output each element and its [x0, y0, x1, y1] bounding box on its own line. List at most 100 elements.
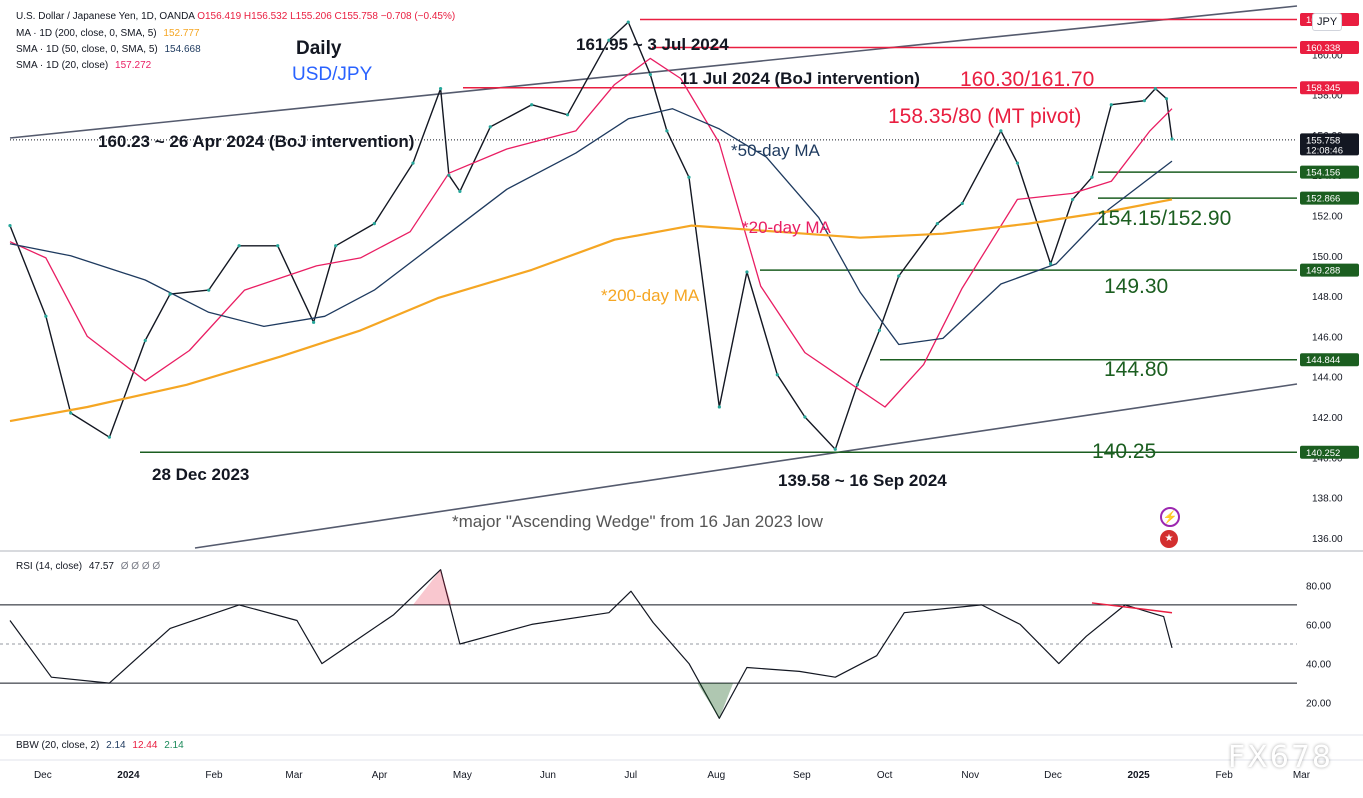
annotation-mt-pivot: 158.35/80 (MT pivot): [888, 105, 1082, 128]
level-price-tag: [1300, 81, 1359, 95]
y-tick-label: 142.00: [1312, 413, 1343, 424]
price-point: [312, 320, 316, 324]
y-tick-label: 158.00: [1312, 91, 1343, 102]
y-tick-label: 152.00: [1312, 212, 1343, 223]
level-price-label: 144.844: [1306, 355, 1340, 366]
indicator-sma20-legend[interactable]: SMA · 1D (20, close) 157.272: [16, 60, 151, 71]
price-point: [207, 288, 211, 292]
price-point: [607, 38, 611, 42]
level-price-tag: [1300, 191, 1359, 205]
series-line-50dayma: [9, 108, 1173, 346]
price-point: [775, 373, 779, 377]
price-point: [372, 221, 376, 226]
time-axis-bg: [0, 760, 1363, 798]
level-price-label: 155.758: [1306, 135, 1340, 146]
price-point: [665, 129, 669, 133]
rsi-legend[interactable]: RSI (14, close) 47.57 Ø Ø Ø Ø: [16, 561, 160, 572]
rsi-line: [9, 569, 1173, 719]
price-point: [334, 244, 338, 248]
us-flag-icon[interactable]: ★: [1160, 530, 1178, 548]
ohlc-values: O156.419 H156.532 L155.206 C155.758 −0.7…: [197, 11, 456, 22]
level-price-tag: [1300, 445, 1359, 459]
currency-unit-button[interactable]: JPY: [1312, 13, 1343, 31]
rsi-value: 47.57: [88, 561, 114, 572]
price-point: [833, 447, 837, 451]
annotation-ma20: *20-day MA: [742, 218, 831, 237]
price-point: [530, 103, 534, 107]
y-tick-label: 160.00: [1312, 50, 1343, 61]
symbol-name: U.S. Dollar / Japanese Yen, 1D, OANDA: [16, 11, 195, 22]
price-point: [168, 292, 172, 296]
annotation-boj-jul: 11 Jul 2024 (BoJ intervention): [680, 69, 920, 88]
x-tick-label: Dec: [34, 770, 52, 781]
price-point: [745, 270, 749, 274]
price-point: [687, 175, 691, 179]
price-point: [626, 20, 630, 24]
level-price-label: 160.338: [1306, 43, 1340, 54]
x-tick-label: Nov: [961, 770, 979, 781]
price-axis-bg: [1300, 0, 1363, 798]
indicator-sma50-legend[interactable]: SMA · 1D (50, close, 0, SMA, 5) 154.668: [16, 44, 201, 55]
x-tick-label: Sep: [793, 770, 811, 781]
last-update-time: 12:08:46: [1306, 145, 1343, 156]
rsi-tick-label: 20.00: [1306, 699, 1331, 710]
annotation-support-1: 154.15/152.90: [1097, 207, 1232, 230]
level-price-label: 154.156: [1306, 168, 1340, 179]
level-price-label: 158.345: [1306, 83, 1340, 94]
price-point: [565, 113, 570, 117]
x-tick-label: Feb: [205, 770, 223, 781]
x-tick-label: Apr: [372, 770, 388, 781]
price-point: [1153, 86, 1158, 91]
price-point: [107, 435, 111, 439]
rsi-label: RSI (14, close): [16, 561, 83, 572]
rsi-tick-label: 80.00: [1306, 581, 1331, 592]
annotation-low-dec: 28 Dec 2023: [152, 465, 250, 484]
x-tick-label: 2024: [117, 770, 140, 781]
y-tick-label: 148.00: [1312, 292, 1343, 303]
annotation-support-4: 140.25: [1092, 440, 1157, 463]
chart-subtitle: USD/JPY: [292, 64, 373, 85]
price-point: [1170, 137, 1174, 141]
x-tick-label: Aug: [707, 770, 725, 781]
y-tick-label: 138.00: [1312, 494, 1343, 505]
rsi-divergence-line: [1091, 602, 1173, 614]
x-tick-label: Jun: [540, 770, 556, 781]
price-point: [69, 411, 73, 415]
level-price-label: 149.288: [1306, 266, 1340, 277]
indicator-ma200-legend[interactable]: MA · 1D (200, close, 0, SMA, 5) 152.777: [16, 28, 200, 39]
series-line-usdjpy: [9, 21, 1173, 450]
price-point: [8, 224, 12, 228]
price-point: [855, 383, 859, 387]
level-price-label: 152.866: [1306, 194, 1340, 205]
price-point: [143, 338, 147, 343]
price-point: [1015, 161, 1020, 165]
annotation-peak: 161.95 ~ 3 Jul 2024: [576, 35, 729, 54]
bbw-legend[interactable]: BBW (20, close, 2) 2.14 12.44 2.14: [16, 740, 184, 751]
annotation-low-sep: 139.58 ~ 16 Sep 2024: [778, 471, 947, 490]
price-point: [1164, 97, 1169, 101]
y-tick-label: 146.00: [1312, 332, 1343, 343]
level-price-tag: [1300, 41, 1359, 55]
x-tick-label: Jul: [624, 770, 637, 781]
price-point: [488, 125, 492, 129]
lightning-icon[interactable]: ⚡: [1160, 507, 1180, 527]
bbw-value-3: 2.14: [164, 740, 184, 751]
price-point: [999, 129, 1003, 133]
rsi-overbought-fill: [412, 569, 452, 605]
rsi-tick-label: 40.00: [1306, 660, 1331, 671]
price-point: [935, 221, 939, 226]
y-tick-label: 150.00: [1312, 252, 1343, 263]
rsi-extra: Ø Ø Ø Ø: [120, 561, 161, 572]
price-point: [1109, 103, 1113, 107]
level-price-tag: [1300, 263, 1359, 277]
level-price-label: 140.252: [1306, 448, 1340, 459]
rsi-oversold-fill: [697, 683, 734, 719]
annotation-boj-apr: 160.23 ~ 26 Apr 2024 (BoJ intervention): [98, 132, 415, 151]
symbol-legend: U.S. Dollar / Japanese Yen, 1D, OANDA O1…: [16, 11, 455, 22]
price-point: [458, 189, 462, 193]
y-tick-label: 144.00: [1312, 373, 1343, 384]
price-point: [717, 405, 721, 409]
price-point: [411, 161, 415, 165]
x-tick-label: Dec: [1044, 770, 1062, 781]
